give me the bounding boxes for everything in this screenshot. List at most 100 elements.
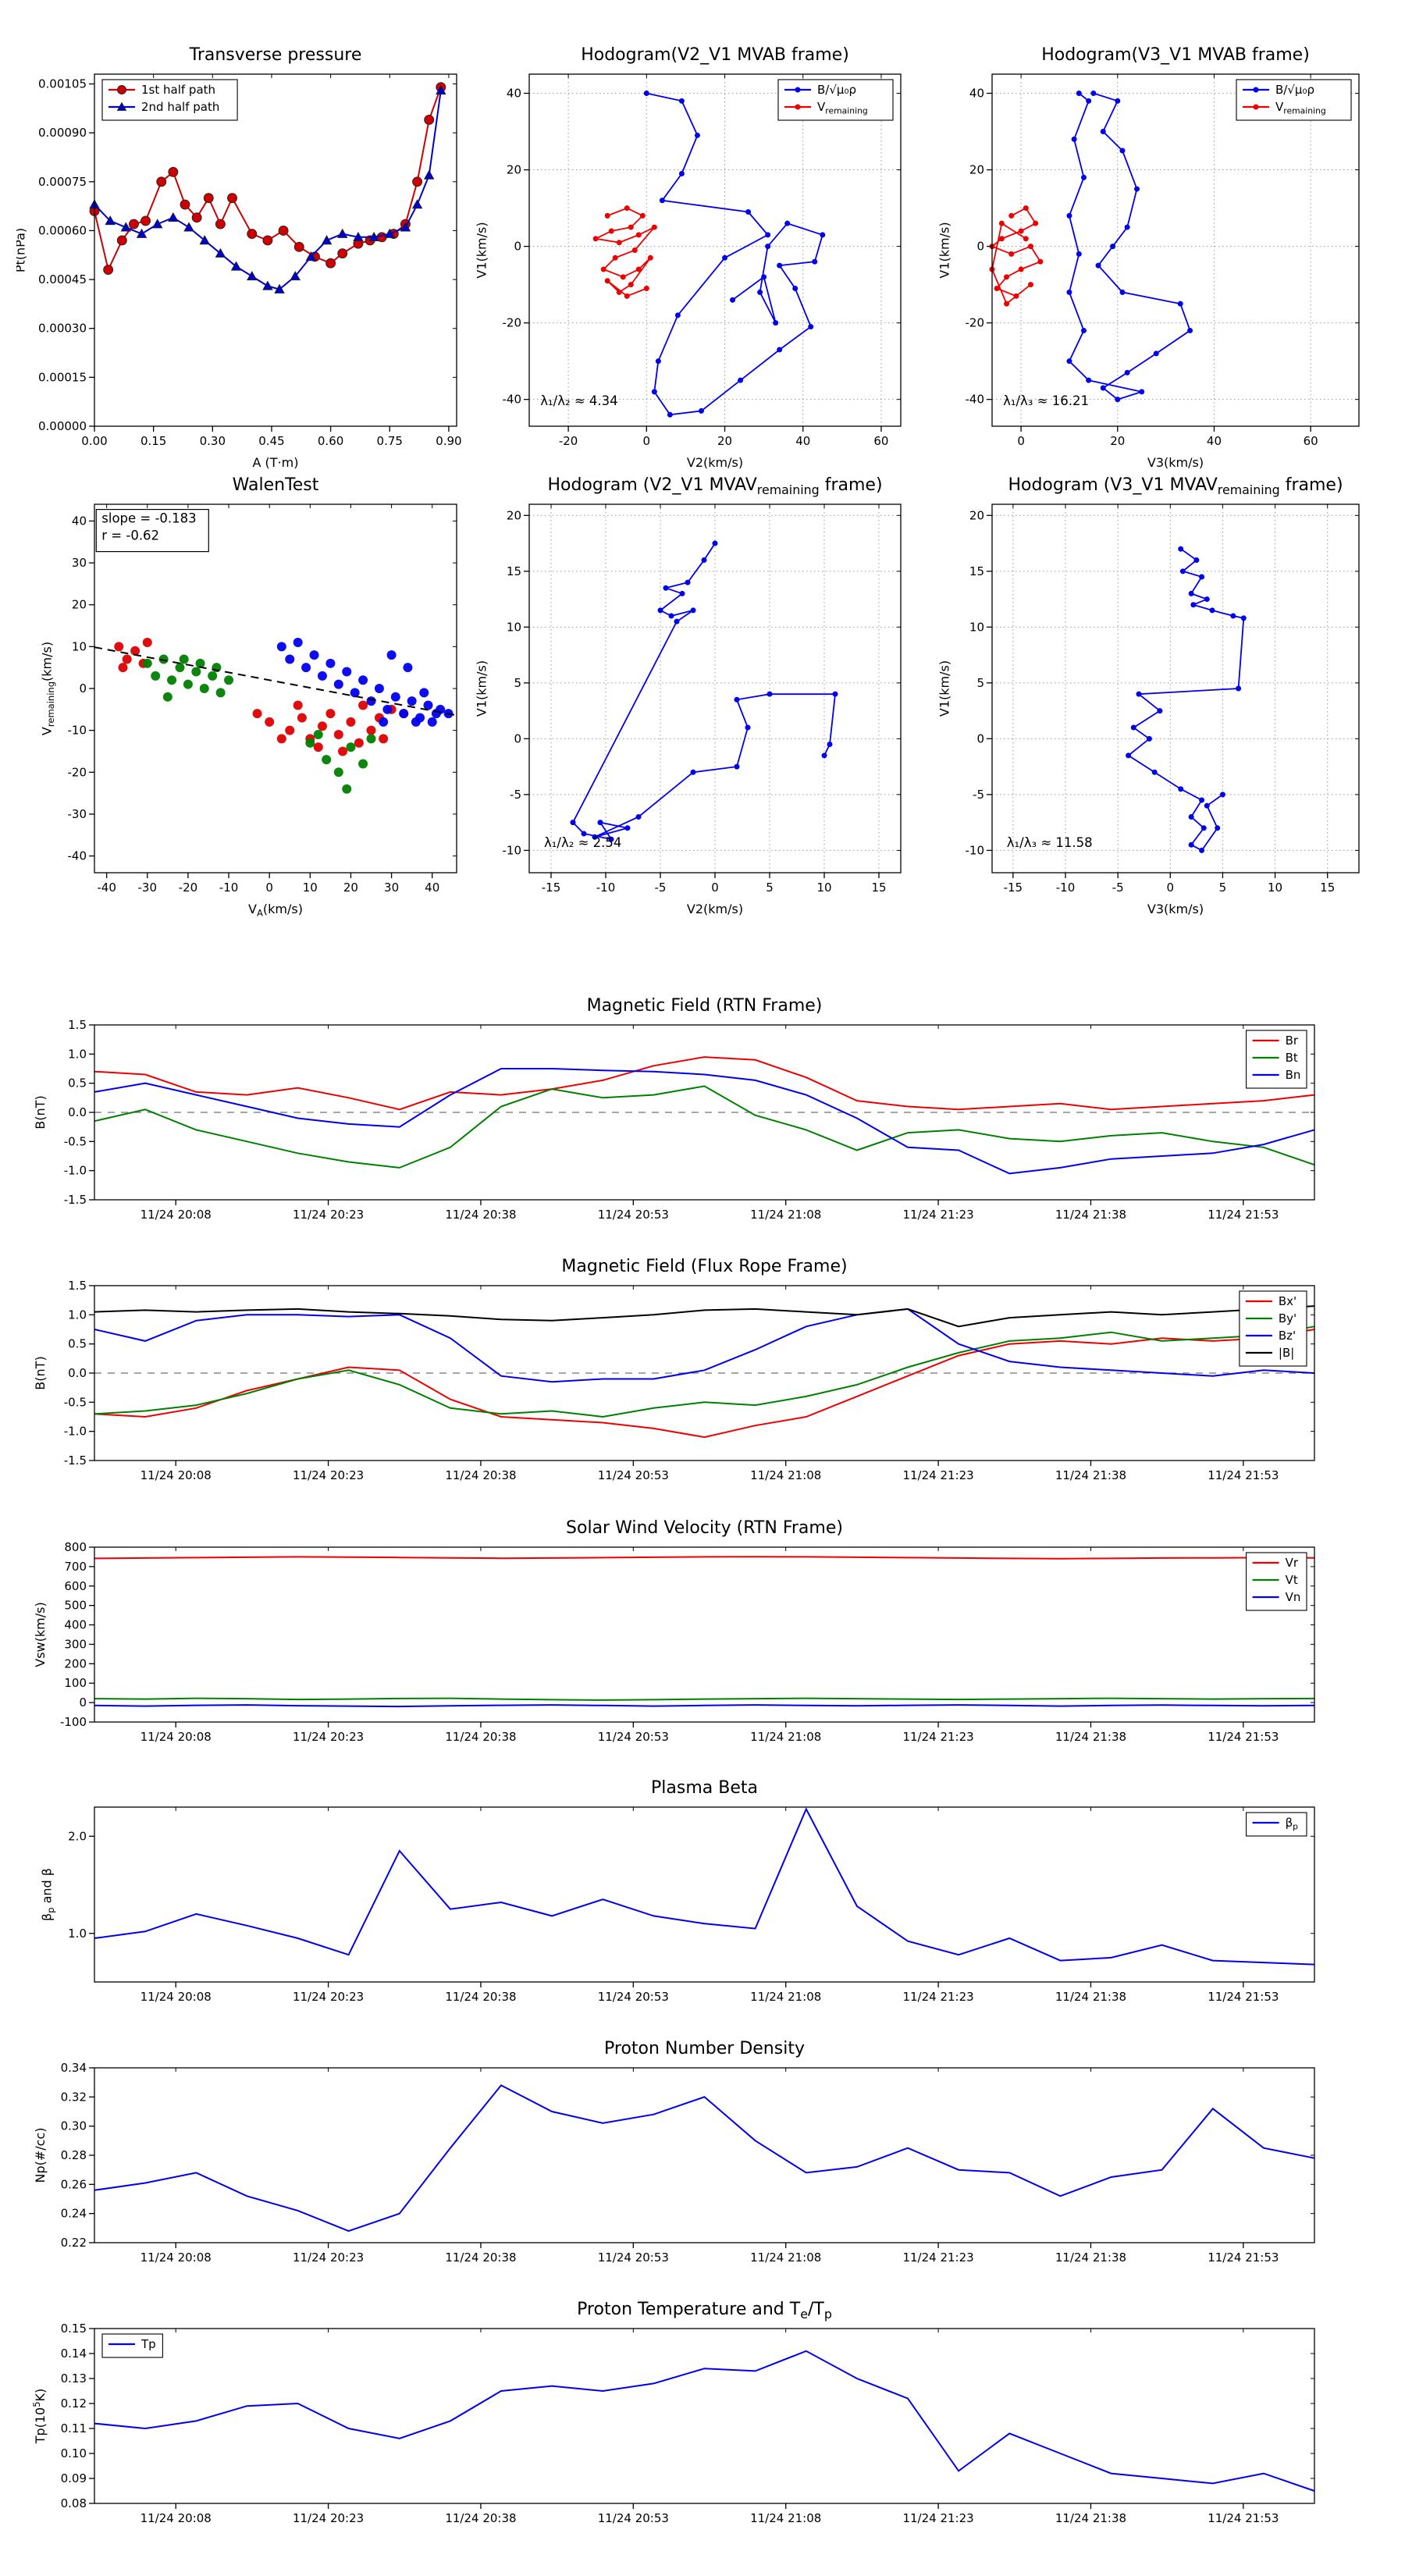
svg-text:11/24 21:38: 11/24 21:38: [1055, 2511, 1126, 2525]
svg-text:11/24 21:53: 11/24 21:53: [1208, 1208, 1279, 1222]
svg-text:11/24 21:08: 11/24 21:08: [750, 1730, 821, 1744]
panel-hodogram-v3v1-mvav: -15 -10 -5 0 5 10 15 -10 -5 0 5 10 15 20 Hodogram (V3_…: [914, 465, 1371, 923]
svg-text:slope = -0.183: slope = -0.183: [101, 511, 196, 526]
svg-text:-20: -20: [179, 881, 198, 895]
svg-text:0: 0: [1167, 881, 1175, 895]
svg-text:11/24 20:38: 11/24 20:38: [445, 2511, 516, 2525]
svg-text:-0.5: -0.5: [64, 1134, 87, 1148]
svg-text:0.00015: 0.00015: [38, 370, 87, 384]
svg-text:40: 40: [72, 514, 87, 528]
svg-text:11/24 20:23: 11/24 20:23: [293, 2511, 364, 2525]
panel-hodogram-v2v1-mvab: -20 0 20 40 60 -40 -20 0 20 40 Hodogram(V2_V1 MVAB…: [451, 35, 913, 476]
svg-text:Pt(nPa): Pt(nPa): [16, 228, 28, 272]
svg-text:Bt: Bt: [1286, 1051, 1298, 1065]
svg-text:11/24 21:08: 11/24 21:08: [750, 2511, 821, 2525]
svg-text:-20: -20: [503, 316, 522, 330]
svg-text:10: 10: [507, 620, 521, 634]
svg-text:V3(km/s): V3(km/s): [1147, 455, 1204, 470]
svg-text:0.00045: 0.00045: [38, 272, 87, 286]
svg-text:0.15: 0.15: [61, 2322, 87, 2336]
svg-text:0: 0: [976, 240, 984, 254]
svg-text:700: 700: [64, 1560, 87, 1574]
svg-text:0.0: 0.0: [68, 1366, 87, 1380]
svg-text:-1.0: -1.0: [64, 1425, 87, 1439]
svg-text:0: 0: [514, 731, 521, 745]
svg-text:11/24 21:08: 11/24 21:08: [750, 1468, 821, 1482]
svg-text:11/24 20:38: 11/24 20:38: [445, 2250, 516, 2265]
panel-solar-wind-velocity: 11/24 20:08 11/24 20:23 11/24 20:38 11/24 2…: [16, 1511, 1325, 1753]
svg-text:B/√μ₀ρ: B/√μ₀ρ: [817, 83, 856, 97]
svg-text:100: 100: [64, 1676, 87, 1690]
svg-text:2nd half path: 2nd half path: [141, 100, 219, 114]
svg-text:0: 0: [265, 881, 273, 895]
svg-text:-5: -5: [510, 788, 521, 802]
svg-text:WalenTest: WalenTest: [233, 475, 319, 495]
svg-text:0.00105: 0.00105: [38, 77, 87, 91]
panel-proton-number-density: 11/24 20:08 11/24 20:23 11/24 20:38 11/24 2…: [16, 2032, 1325, 2274]
panel-hodogram-v2v1-mvav: -15 -10 -5 0 5 10 15 -10 -5 0 5 10 15 20 Hodogram (V2_…: [451, 465, 913, 923]
svg-text:0.90: 0.90: [436, 434, 461, 448]
svg-text:11/24 20:23: 11/24 20:23: [293, 1208, 364, 1222]
svg-text:Vn: Vn: [1286, 1590, 1301, 1604]
panel-walen-test: -40 -30 -20 -10 0 10 20 30 40 -40 -30 -20 -10 0 10 20 30…: [16, 465, 469, 923]
svg-text:Hodogram (V3_V1 MVAVremaining: Hodogram (V3_V1 MVAVremaining frame): [1008, 475, 1343, 497]
svg-text:-10: -10: [68, 724, 87, 738]
svg-text:-10: -10: [503, 843, 522, 857]
svg-text:11/24 21:23: 11/24 21:23: [902, 1730, 973, 1744]
svg-text:200: 200: [64, 1656, 87, 1670]
svg-text:VA(km/s): VA(km/s): [248, 902, 303, 919]
svg-text:11/24 21:38: 11/24 21:38: [1055, 1730, 1126, 1744]
svg-text:11/24 20:08: 11/24 20:08: [140, 1208, 212, 1222]
svg-text:V1(km/s): V1(km/s): [475, 222, 489, 278]
svg-text:0.30: 0.30: [61, 2119, 87, 2133]
svg-text:10: 10: [303, 881, 318, 895]
svg-text:-1.5: -1.5: [64, 1453, 87, 1468]
svg-text:11/24 20:38: 11/24 20:38: [445, 1208, 516, 1222]
svg-text:0.30: 0.30: [200, 434, 226, 448]
svg-text:Proton Number Density: Proton Number Density: [604, 2039, 805, 2058]
svg-text:20: 20: [343, 881, 358, 895]
svg-text:V1(km/s): V1(km/s): [937, 660, 952, 717]
svg-text:B(nT): B(nT): [33, 1356, 48, 1389]
svg-text:Tp(105K): Tp(105K): [31, 2389, 48, 2445]
svg-text:-40: -40: [68, 849, 87, 863]
svg-text:Magnetic Field (RTN Frame): Magnetic Field (RTN Frame): [587, 996, 823, 1016]
svg-text:11/24 20:53: 11/24 20:53: [598, 1730, 669, 1744]
svg-text:800: 800: [64, 1540, 87, 1554]
svg-text:Vsw(km/s): Vsw(km/s): [33, 1602, 48, 1667]
svg-text:0: 0: [514, 240, 521, 254]
svg-text:Vr: Vr: [1286, 1556, 1299, 1570]
svg-text:15: 15: [1320, 881, 1335, 895]
svg-text:0.0: 0.0: [68, 1105, 87, 1119]
svg-text:Magnetic Field (Flux Rope Fram: Magnetic Field (Flux Rope Frame): [561, 1257, 847, 1276]
svg-text:βp and β: βp and β: [40, 1868, 57, 1921]
svg-text:11/24 20:08: 11/24 20:08: [140, 2250, 212, 2265]
svg-text:0.14: 0.14: [61, 2347, 87, 2361]
svg-text:11/24 20:23: 11/24 20:23: [293, 1990, 364, 2004]
svg-text:-40: -40: [966, 393, 985, 407]
svg-text:11/24 21:23: 11/24 21:23: [902, 1208, 973, 1222]
svg-text:1.5: 1.5: [68, 1018, 87, 1032]
svg-text:-5: -5: [973, 788, 984, 802]
svg-text:-30: -30: [138, 881, 158, 895]
svg-text:0: 0: [711, 881, 719, 895]
svg-text:-20: -20: [68, 765, 87, 779]
svg-text:15: 15: [507, 564, 521, 578]
svg-text:Br: Br: [1286, 1034, 1299, 1048]
svg-text:0.26: 0.26: [61, 2177, 87, 2191]
svg-text:40: 40: [1207, 434, 1222, 448]
svg-text:20: 20: [969, 508, 984, 522]
svg-text:-1.0: -1.0: [64, 1164, 87, 1178]
svg-text:λ₁/λ₃ ≈ 16.21: λ₁/λ₃ ≈ 16.21: [1003, 393, 1089, 408]
svg-text:11/24 20:38: 11/24 20:38: [445, 1990, 516, 2004]
svg-text:11/24 21:08: 11/24 21:08: [750, 1990, 821, 2004]
svg-text:11/24 20:38: 11/24 20:38: [445, 1730, 516, 1744]
svg-text:11/24 20:38: 11/24 20:38: [445, 1468, 516, 1482]
svg-text:11/24 21:53: 11/24 21:53: [1208, 1468, 1279, 1482]
svg-text:5: 5: [976, 676, 984, 690]
svg-text:Bx': Bx': [1279, 1294, 1297, 1308]
svg-text:0.32: 0.32: [61, 2090, 87, 2104]
svg-text:15: 15: [871, 881, 886, 895]
svg-text:300: 300: [64, 1637, 87, 1651]
